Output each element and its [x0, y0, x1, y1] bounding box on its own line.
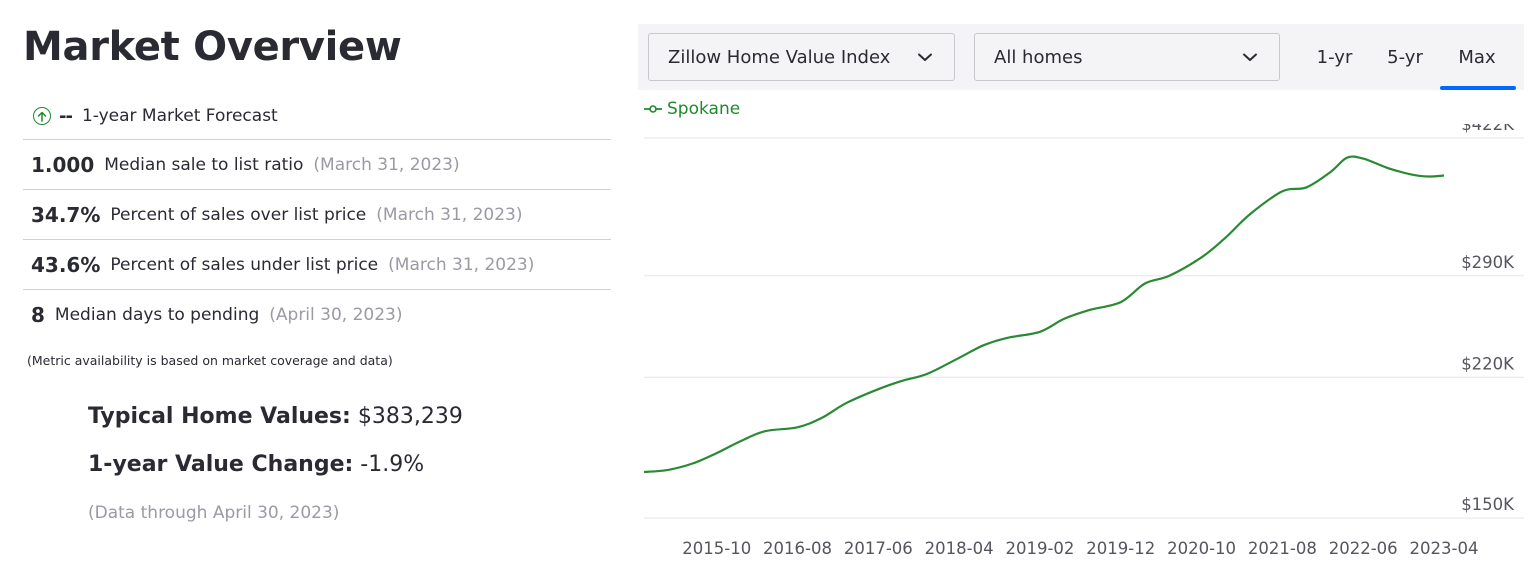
range-tab-max-label: Max: [1458, 46, 1496, 68]
metric-value: 8: [31, 303, 45, 327]
metric-date: (March 31, 2023): [376, 204, 523, 225]
chart-panel: Zillow Home Value Index All homes 1-yr 5…: [638, 24, 1524, 571]
x-tick-label: 2017-06: [844, 539, 913, 558]
metric-row: 43.6% Percent of sales under list price …: [23, 240, 611, 290]
typical-home-values: Typical Home Values: $383,239: [88, 404, 463, 429]
metric-row: 34.7% Percent of sales over list price (…: [23, 190, 611, 240]
metric-date: (March 31, 2023): [313, 154, 460, 175]
metric-label: Percent of sales over list price: [110, 204, 367, 225]
metrics-list: -- 1-year Market Forecast 1.000 Median s…: [23, 93, 611, 340]
forecast-value: --: [59, 105, 73, 127]
home-value-line-chart[interactable]: $422K $290K $220K $150K 2015-10 2016-08 2017-0…: [638, 124, 1524, 571]
y-tick-label: $150K: [1461, 495, 1515, 514]
selected-tab-indicator: [1440, 86, 1516, 90]
metric-label: Median sale to list ratio: [104, 154, 304, 175]
home-type-select-value: All homes: [994, 46, 1083, 68]
metric-value: 34.7%: [31, 202, 101, 227]
x-tick-label: 2021-08: [1248, 539, 1317, 558]
one-year-value-change-value: -1.9%: [360, 452, 425, 477]
series-line-spokane[interactable]: [643, 155, 1445, 474]
one-year-value-change-label: 1-year Value Change:: [88, 452, 354, 477]
metric-value: 1.000: [31, 152, 95, 177]
x-tick-label: 2023-04: [1410, 539, 1479, 558]
metric-date: (March 31, 2023): [388, 254, 535, 275]
metric-value: 43.6%: [31, 252, 101, 277]
metric-row: 8 Median days to pending (April 30, 2023…: [23, 290, 611, 340]
metric-date: (April 30, 2023): [269, 305, 403, 325]
x-tick-label: 2020-10: [1167, 539, 1236, 558]
typical-home-values-value: $383,239: [357, 404, 463, 429]
x-tick-label: 2016-08: [763, 539, 832, 558]
x-tick-label: 2019-02: [1005, 539, 1074, 558]
forecast-label: 1-year Market Forecast: [81, 106, 278, 126]
typical-home-values-label: Typical Home Values:: [88, 404, 351, 429]
legend-series-name: Spokane: [667, 99, 741, 119]
y-tick-label: $220K: [1461, 354, 1515, 373]
range-tab-5yr[interactable]: 5-yr: [1387, 46, 1423, 68]
chart-toolbar: Zillow Home Value Index All homes 1-yr 5…: [638, 24, 1524, 90]
x-tick-label: 2022-06: [1329, 539, 1398, 558]
metric-select[interactable]: Zillow Home Value Index: [648, 33, 955, 81]
x-tick-label: 2015-10: [682, 539, 751, 558]
arrow-up-circle-icon: [33, 107, 51, 125]
y-tick-label: $422K: [1461, 124, 1515, 134]
x-tick-label: 2018-04: [925, 539, 994, 558]
metric-availability-note: (Metric availability is based on market …: [27, 353, 393, 368]
chevron-down-icon: [918, 53, 932, 61]
range-tab-max[interactable]: Max: [1440, 24, 1516, 90]
x-tick-label: 2019-12: [1086, 539, 1155, 558]
metric-select-value: Zillow Home Value Index: [668, 46, 891, 68]
metric-label: Percent of sales under list price: [110, 254, 379, 275]
chart-legend[interactable]: Spokane: [644, 99, 740, 119]
y-tick-label: $290K: [1461, 253, 1515, 272]
chevron-down-icon: [1243, 53, 1257, 61]
data-through-note: (Data through April 30, 2023): [88, 503, 340, 523]
metric-row: 1.000 Median sale to list ratio (March 3…: [23, 140, 611, 190]
page-title: Market Overview: [23, 24, 402, 70]
one-year-value-change: 1-year Value Change: -1.9%: [88, 452, 424, 477]
home-type-select[interactable]: All homes: [974, 33, 1280, 81]
range-tab-1yr[interactable]: 1-yr: [1316, 46, 1353, 68]
forecast-row: -- 1-year Market Forecast: [23, 93, 611, 140]
legend-line-marker-icon: [644, 105, 662, 113]
metric-label: Median days to pending: [54, 305, 260, 325]
market-overview-panel: Market Overview -- 1-year Market Forecas…: [0, 0, 620, 571]
